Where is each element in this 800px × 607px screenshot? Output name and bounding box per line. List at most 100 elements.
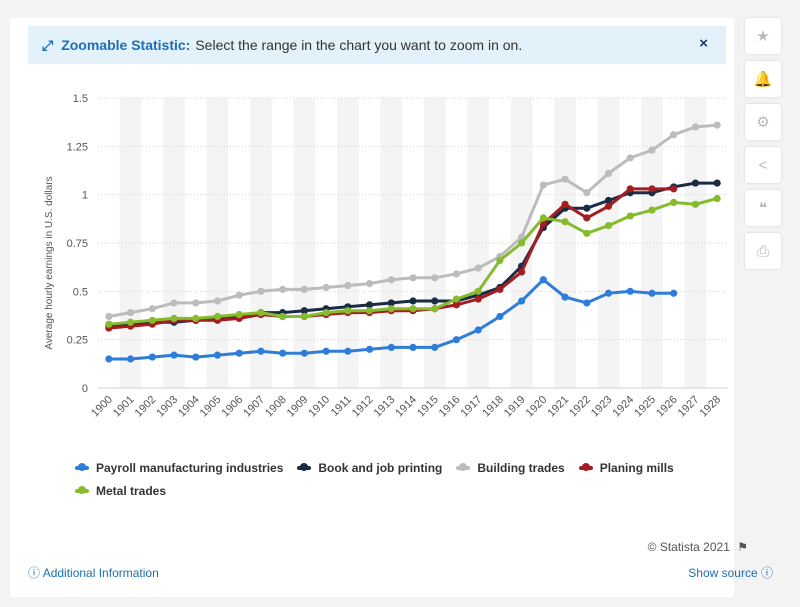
show-source-label: Show source — [688, 566, 758, 580]
data-point — [431, 305, 439, 313]
data-point — [496, 312, 504, 321]
data-point — [387, 276, 395, 284]
legend-label: Planing mills — [599, 460, 674, 475]
x-tick-label: 1901 — [111, 394, 137, 420]
data-point — [474, 295, 482, 303]
column-band — [163, 98, 185, 388]
x-tick-label: 1915 — [415, 394, 441, 420]
x-tick-label: 1914 — [393, 394, 419, 420]
y-tick-label: 1.25 — [67, 141, 88, 153]
data-point — [583, 229, 591, 237]
data-point — [387, 299, 395, 307]
data-point — [257, 309, 265, 317]
settings-button[interactable]: ⚙ — [745, 104, 781, 140]
show-source-link[interactable]: Show source ⓘ — [688, 564, 773, 581]
additional-information-label: Additional Information — [42, 566, 159, 580]
x-tick-label: 1926 — [654, 394, 680, 420]
data-point — [518, 268, 526, 276]
data-point — [431, 274, 439, 282]
legend-item[interactable]: Planing mills — [578, 456, 674, 479]
data-point — [539, 276, 547, 284]
data-point — [583, 204, 591, 212]
x-tick-label: 1908 — [263, 394, 289, 420]
data-point — [626, 212, 634, 220]
data-point — [279, 312, 287, 321]
data-point — [257, 347, 265, 355]
data-point — [691, 200, 700, 208]
data-point — [409, 297, 417, 305]
banner-message: Select the range in the chart you want t… — [195, 37, 523, 53]
y-tick-label: 0.5 — [73, 286, 88, 298]
additional-information-link[interactable]: ⓘ Additional Information — [28, 564, 159, 581]
data-point — [604, 169, 613, 177]
data-point — [474, 264, 482, 272]
data-point — [474, 326, 482, 334]
y-tick-label: 1 — [82, 190, 88, 202]
data-point — [365, 307, 374, 315]
data-point — [344, 347, 352, 355]
data-point — [713, 121, 721, 129]
data-point — [561, 293, 569, 301]
data-point — [648, 146, 656, 154]
data-point — [300, 307, 308, 315]
x-tick-label: 1917 — [458, 394, 484, 420]
close-icon[interactable]: × — [699, 35, 708, 52]
chart-legend: Payroll manufacturing industries Book and… — [75, 456, 725, 502]
column-band — [641, 98, 663, 388]
data-point — [604, 289, 613, 297]
x-tick-label: 1928 — [697, 394, 723, 420]
print-button[interactable]: ⎙ — [745, 233, 781, 269]
data-point — [192, 299, 200, 307]
data-point — [126, 318, 135, 326]
data-point — [257, 287, 265, 295]
data-point — [105, 320, 113, 328]
data-point — [235, 291, 243, 299]
data-point — [279, 349, 287, 357]
x-tick-label: 1902 — [133, 394, 159, 420]
data-point — [192, 314, 200, 322]
x-tick-label: 1905 — [198, 394, 224, 420]
series-line — [108, 181, 718, 328]
legend-label: Metal trades — [96, 483, 167, 498]
data-point — [213, 351, 222, 359]
data-point — [387, 305, 395, 313]
legend-swatch — [75, 485, 89, 494]
legend-item[interactable]: Payroll manufacturing industries — [75, 456, 283, 479]
data-point — [148, 316, 156, 324]
print-icon: ⎙ — [756, 242, 769, 260]
line-chart[interactable]: 0 0.25 0.5 0.75 1 1.25 1.5 Average hourly earni… — [0, 0, 735, 455]
data-point — [691, 123, 700, 131]
data-point — [235, 349, 243, 357]
data-point — [213, 312, 222, 321]
legend-item[interactable]: Metal trades — [75, 479, 166, 502]
series-line — [108, 123, 718, 318]
data-point — [300, 349, 308, 357]
legend-item[interactable]: Building trades — [456, 456, 565, 479]
notification-button[interactable]: 🔔 — [745, 61, 781, 97]
data-point — [126, 355, 135, 363]
column-band — [554, 98, 576, 388]
x-tick-label: 1924 — [611, 394, 637, 420]
data-point — [518, 239, 526, 247]
data-point — [344, 281, 352, 290]
data-point — [648, 206, 656, 214]
data-point — [496, 285, 504, 293]
x-tick-label: 1916 — [437, 394, 463, 420]
data-point — [648, 289, 656, 297]
x-tick-label: 1925 — [632, 394, 658, 420]
cite-button[interactable]: ❝ — [745, 190, 781, 226]
share-button[interactable]: < — [745, 147, 781, 183]
notification-icon: 🔔 — [753, 71, 773, 88]
x-tick-label: 1919 — [502, 394, 528, 420]
data-point — [452, 336, 461, 344]
data-point — [431, 343, 439, 351]
data-point — [409, 305, 417, 313]
x-tick-label: 1904 — [176, 394, 202, 420]
data-point — [365, 301, 374, 309]
legend-item[interactable]: Book and job printing — [297, 456, 442, 479]
data-point — [192, 353, 200, 361]
favorite-button[interactable]: ★ — [745, 18, 781, 54]
settings-icon: ⚙ — [756, 114, 770, 131]
x-tick-label: 1900 — [89, 394, 115, 420]
y-tick-label: 0.25 — [67, 335, 88, 347]
